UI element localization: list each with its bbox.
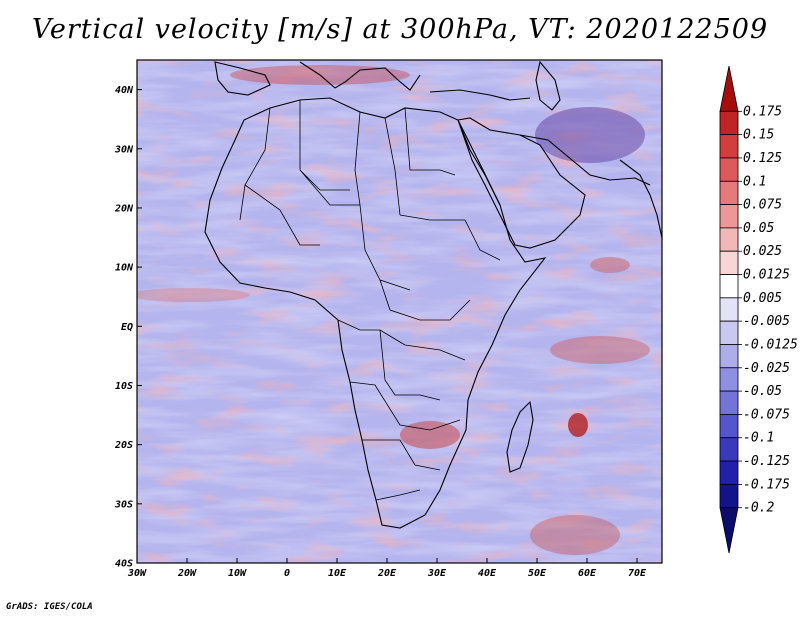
rainband-arabian-sea <box>590 257 630 273</box>
lon-label: 10E <box>328 568 347 579</box>
colorbar-label: 0.15 <box>743 128 774 143</box>
africa-coastline <box>204 97 547 529</box>
iberia-coastline <box>214 61 271 96</box>
persian-gulf-coastline <box>519 134 651 186</box>
lat-label: 30N <box>114 144 134 155</box>
india-coastline <box>619 159 662 239</box>
itcz-band-atlantic <box>137 288 250 302</box>
colorbar-segment <box>719 297 739 322</box>
lon-label: 60E <box>578 568 597 579</box>
colorbar-segment <box>719 367 739 392</box>
colorbar-label: -0.005 <box>743 314 790 329</box>
lon-label: 10W <box>228 568 247 579</box>
colorbar-segment <box>719 274 739 299</box>
colorbar-label: 0.0125 <box>743 268 790 283</box>
italy-balkans-coastline <box>299 61 421 91</box>
map-title: Vertical velocity [m/s] at 300hPa, VT: 2… <box>31 14 769 45</box>
lon-label: 20E <box>377 568 397 579</box>
lat-label: 20S <box>114 440 133 451</box>
cyclone-core-indian-ocean <box>568 413 588 437</box>
coastlines <box>204 60 662 529</box>
colorbar-label: 0.005 <box>743 291 782 306</box>
country-borders <box>239 100 501 501</box>
map-frame <box>136 59 663 564</box>
colorbar-segment <box>719 110 739 136</box>
colorbar-label: 0.025 <box>743 244 782 259</box>
lat-label: 10S <box>115 381 133 392</box>
colorbar-segment <box>719 414 739 439</box>
colorbar-segment <box>719 437 739 462</box>
lon-label: 30E <box>427 568 447 579</box>
colorbar-segment <box>719 344 739 369</box>
colorbar: 0.175 0.15 0.125 0.1 0.075 0.05 0.025 0.0125 0.0… <box>719 65 798 554</box>
lon-label: 70E <box>628 568 647 579</box>
colorbar-segment <box>719 180 739 205</box>
rainband-indian-ocean <box>550 336 650 364</box>
red-sea-coastline <box>457 119 501 206</box>
lon-label: 50E <box>528 568 547 579</box>
velocity-field <box>137 60 662 563</box>
lon-label: 0 <box>284 568 290 579</box>
colorbar-segment <box>719 204 739 229</box>
lat-label: 20N <box>114 203 134 214</box>
colorbar-label: -0.2 <box>743 501 774 516</box>
colorbar-label: -0.1 <box>743 431 774 446</box>
colorbar-label: -0.075 <box>743 407 790 422</box>
lat-label: 10N <box>115 263 134 274</box>
lat-label: 40S <box>115 559 133 570</box>
colorbar-segment <box>719 157 739 182</box>
colorbar-segment <box>719 483 739 509</box>
lon-label: 30W <box>127 568 147 579</box>
turkey-coastline <box>429 89 531 101</box>
lon-label: 20W <box>177 568 197 579</box>
colorbar-label: -0.175 <box>743 477 790 492</box>
arabia-coastline <box>457 117 586 249</box>
colorbar-segment <box>719 250 739 275</box>
colorbar-top-arrow <box>719 65 739 112</box>
lat-label: EQ <box>121 322 133 333</box>
upward-core-iran <box>535 107 645 163</box>
upward-core-southern-africa <box>400 421 460 449</box>
colorbar-label: 0.175 <box>743 104 782 119</box>
colorbar-label: 0.1 <box>743 174 766 189</box>
colorbar-label: 0.125 <box>743 151 782 166</box>
colorbar-label: 0.075 <box>743 198 782 213</box>
colorbar-segment <box>719 390 739 415</box>
lat-label: 30S <box>114 499 133 510</box>
colorbar-segment <box>719 134 739 159</box>
colorbar-label: -0.025 <box>743 361 790 376</box>
colorbar-label: -0.125 <box>743 454 790 469</box>
upward-band-south-indian-ocean <box>530 515 620 555</box>
lat-label: 40N <box>115 85 134 96</box>
colorbar-label: -0.0125 <box>743 337 798 352</box>
colorbar-label: -0.05 <box>743 384 782 399</box>
madagascar-coastline <box>506 400 534 473</box>
axis-ticks <box>136 89 638 564</box>
grads-credit: GrADS: IGES/COLA <box>6 602 93 612</box>
colorbar-bottom-arrow <box>719 507 739 554</box>
colorbar-segment <box>719 227 739 252</box>
colorbar-segment <box>719 460 739 485</box>
colorbar-label: 0.05 <box>743 221 774 236</box>
lon-label: 40E <box>478 568 497 579</box>
colorbar-segment <box>719 320 739 345</box>
caspian-coastline <box>535 60 561 111</box>
